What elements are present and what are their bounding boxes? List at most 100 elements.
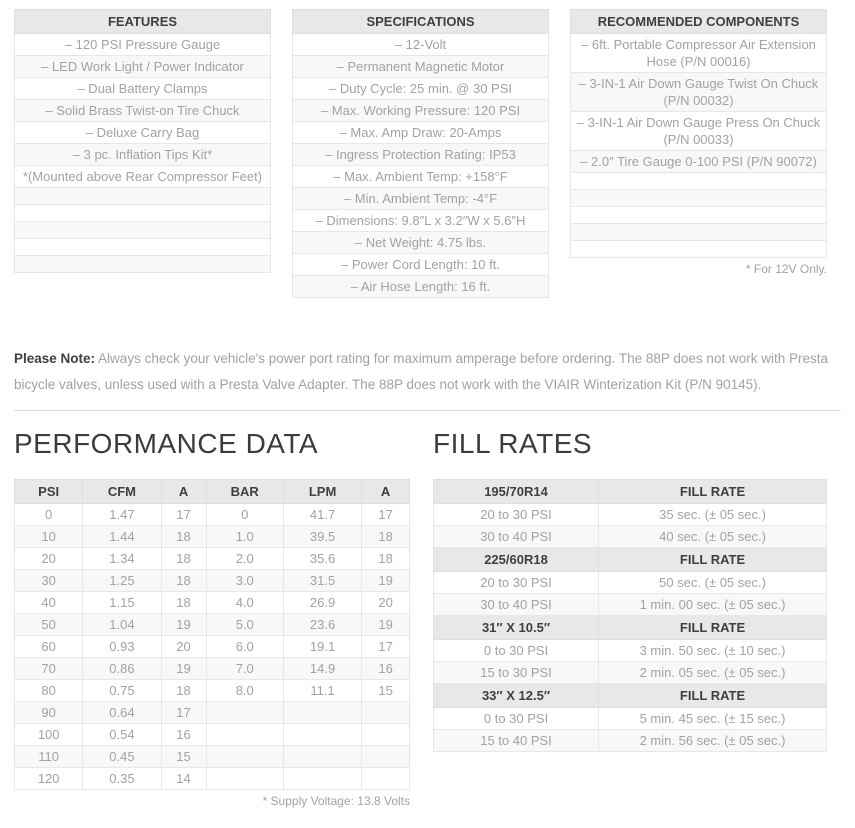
- table-cell: 5.0: [205, 613, 284, 636]
- fill-rate-header: FILL RATE: [598, 479, 827, 504]
- table-cell: 80: [13, 679, 84, 702]
- table-cell: – Max. Working Pressure: 120 PSI: [292, 99, 549, 122]
- table-cell: 26.9: [282, 591, 363, 614]
- table-row: 90 0.64 17: [13, 701, 410, 724]
- fill-rates-heading: FILL RATES: [433, 428, 593, 459]
- fill-rate-header: FILL RATE: [598, 683, 827, 708]
- table-cell: [14, 255, 271, 273]
- performance-data-column: PERFORMANCE DATA PSI CFM A BAR LPM A 0 1.47 17 0…: [13, 427, 410, 808]
- table-cell: [570, 223, 827, 241]
- table-row: 70 0.86 19 7.0 14.9 16: [13, 657, 410, 680]
- table-cell: 15: [160, 745, 207, 768]
- tire-size-header-row: 31″ X 10.5″ FILL RATE: [432, 615, 827, 640]
- table-cell: – Max. Ambient Temp: +158°F: [292, 165, 549, 188]
- supply-voltage-note: * Supply Voltage: 13.8 Volts: [262, 794, 410, 808]
- table-row: – Ingress Protection Rating: IP53: [292, 143, 549, 166]
- column-header: CFM: [82, 479, 162, 504]
- psi-range-cell: 20 to 30 PSI: [432, 571, 600, 594]
- table-cell: 1.04: [82, 613, 162, 636]
- table-cell: 90: [13, 701, 84, 724]
- table-cell: 6.0: [205, 635, 284, 658]
- tire-size-header-row: 195/70R14 FILL RATE: [432, 479, 827, 504]
- table-cell: 18: [361, 547, 410, 570]
- tire-size-header-row: 225/60R18 FILL RATE: [432, 547, 827, 572]
- table-cell: 18: [160, 679, 207, 702]
- table-row: [14, 221, 271, 239]
- tire-size-header: 195/70R14: [432, 479, 600, 504]
- table-row: 30 to 40 PSI 1 min. 00 sec. (± 05 sec.): [432, 593, 827, 616]
- table-cell: 0: [205, 503, 284, 526]
- table-cell: [14, 204, 271, 222]
- table-cell: 0.64: [82, 701, 162, 724]
- note-label: Please Note:: [14, 351, 96, 366]
- table-header-row: FEATURES: [14, 9, 271, 34]
- recommended-components-header: RECOMMENDED COMPONENTS: [570, 9, 827, 34]
- recommended-components-column: RECOMMENDED COMPONENTS – 6ft. Portable C…: [570, 9, 827, 276]
- table-row: 15 to 40 PSI 2 min. 56 sec. (± 05 sec.): [432, 729, 827, 752]
- table-cell: 0.35: [82, 767, 162, 790]
- table-cell: – Net Weight: 4.75 lbs.: [292, 231, 549, 254]
- section-divider: [14, 410, 841, 411]
- table-cell: 40: [13, 591, 84, 614]
- table-cell: 3.0: [205, 569, 284, 592]
- table-row: – Solid Brass Twist-on Tire Chuck: [14, 99, 271, 122]
- table-cell: 0.54: [82, 723, 162, 746]
- table-cell: 15: [361, 679, 410, 702]
- table-row: – LED Work Light / Power Indicator: [14, 55, 271, 78]
- table-row: – Dimensions: 9.8″L x 3.2″W x 5.6″H: [292, 209, 549, 232]
- table-cell: [282, 745, 363, 768]
- table-row: [570, 223, 827, 241]
- table-cell: 7.0: [205, 657, 284, 680]
- table-row: – Air Hose Length: 16 ft.: [292, 275, 549, 298]
- table-cell: 30: [13, 569, 84, 592]
- table-cell: 110: [13, 745, 84, 768]
- table-row: – 3 pc. Inflation Tips Kit*: [14, 143, 271, 166]
- table-cell: 0.75: [82, 679, 162, 702]
- table-cell: 18: [160, 569, 207, 592]
- table-row: – Max. Ambient Temp: +158°F: [292, 165, 549, 188]
- table-cell: [282, 767, 363, 790]
- recommended-components-table: RECOMMENDED COMPONENTS – 6ft. Portable C…: [570, 9, 827, 258]
- psi-range-cell: 0 to 30 PSI: [432, 639, 600, 662]
- table-cell: [361, 701, 410, 724]
- table-cell: – Min. Ambient Temp: -4°F: [292, 187, 549, 210]
- table-cell: 23.6: [282, 613, 363, 636]
- table-cell: 17: [160, 503, 207, 526]
- table-cell: 0: [13, 503, 84, 526]
- table-cell: 0.45: [82, 745, 162, 768]
- table-row: 0 to 30 PSI 3 min. 50 sec. (± 10 sec.): [432, 639, 827, 662]
- table-row: 20 to 30 PSI 35 sec. (± 05 sec.): [432, 503, 827, 526]
- table-row: – 3-IN-1 Air Down Gauge Twist On Chuck (…: [570, 72, 827, 112]
- table-row: 20 1.34 18 2.0 35.6 18: [13, 547, 410, 570]
- fill-rate-header: FILL RATE: [598, 615, 827, 640]
- table-cell: 17: [361, 503, 410, 526]
- psi-range-cell: 20 to 30 PSI: [432, 503, 600, 526]
- table-cell: 19: [160, 657, 207, 680]
- table-cell: [570, 172, 827, 190]
- table-row: [14, 187, 271, 205]
- table-cell: [282, 701, 363, 724]
- table-row: – Power Cord Length: 10 ft.: [292, 253, 549, 276]
- fill-rate-cell: 5 min. 45 sec. (± 15 sec.): [598, 707, 827, 730]
- table-row: – Net Weight: 4.75 lbs.: [292, 231, 549, 254]
- fill-rate-cell: 3 min. 50 sec. (± 10 sec.): [598, 639, 827, 662]
- fill-rate-cell: 50 sec. (± 05 sec.): [598, 571, 827, 594]
- psi-range-cell: 0 to 30 PSI: [432, 707, 600, 730]
- table-row: – Dual Battery Clamps: [14, 77, 271, 100]
- table-row: 10 1.44 18 1.0 39.5 18: [13, 525, 410, 548]
- tire-size-header: 31″ X 10.5″: [432, 615, 600, 640]
- table-row: – 120 PSI Pressure Gauge: [14, 33, 271, 56]
- features-column: FEATURES – 120 PSI Pressure Gauge – LED W…: [14, 9, 271, 273]
- fill-rate-cell: 2 min. 05 sec. (± 05 sec.): [598, 661, 827, 684]
- table-row: – Deluxe Carry Bag: [14, 121, 271, 144]
- table-row: 60 0.93 20 6.0 19.1 17: [13, 635, 410, 658]
- table-row: – Permanent Magnetic Motor: [292, 55, 549, 78]
- tire-size-header: 33″ X 12.5″: [432, 683, 600, 708]
- table-cell: 1.0: [205, 525, 284, 548]
- column-header: PSI: [13, 479, 84, 504]
- psi-range-cell: 15 to 30 PSI: [432, 661, 600, 684]
- table-row: – Max. Working Pressure: 120 PSI: [292, 99, 549, 122]
- table-row: [14, 238, 271, 256]
- table-row: – Duty Cycle: 25 min. @ 30 PSI: [292, 77, 549, 100]
